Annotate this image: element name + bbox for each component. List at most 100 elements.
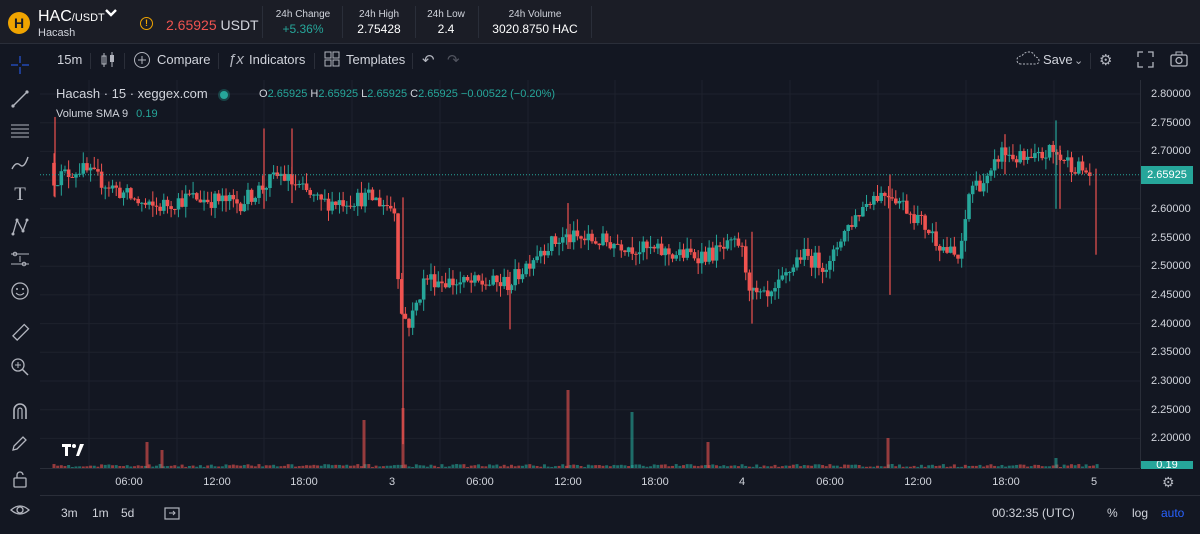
price-scale[interactable]: 2.800002.750002.700002.650002.600002.550… [1140, 80, 1200, 468]
volume-bar [583, 466, 587, 468]
symbol-selector[interactable]: HAC/USDT [38, 8, 105, 26]
volume-bar [235, 465, 239, 468]
save-chevron-down-icon[interactable]: ⌄ [1074, 55, 1084, 67]
range-1m-button[interactable]: 1m [92, 506, 109, 520]
price-label: 2.60000 [1151, 202, 1191, 215]
price-label: 2.20000 [1151, 432, 1191, 445]
camera-icon[interactable] [1170, 51, 1188, 71]
range-3m-button[interactable]: 3m [61, 506, 78, 520]
range-5d-button[interactable]: 5d [121, 506, 135, 520]
ruler-icon[interactable] [10, 323, 30, 343]
candles-icon[interactable] [100, 51, 116, 73]
candle-body [443, 283, 448, 288]
goto-date-icon[interactable] [164, 506, 180, 523]
volume-bar [641, 465, 645, 468]
compare-plus-icon[interactable] [133, 51, 151, 73]
candle-body [890, 197, 894, 199]
volume-bar [111, 465, 115, 468]
volume-bar [960, 466, 964, 468]
tradingview-logo-icon[interactable] [58, 441, 88, 461]
volume-bar [985, 465, 989, 468]
candle-body [879, 192, 883, 201]
volume-bar [828, 464, 832, 468]
zoom-in-icon[interactable] [10, 357, 30, 377]
trend-line-icon[interactable] [10, 89, 30, 109]
settings-gear-icon[interactable]: ⚙ [1099, 52, 1113, 69]
auto-toggle[interactable]: auto [1161, 506, 1185, 520]
candle-body [883, 192, 887, 196]
candle-body [703, 251, 708, 262]
candle-body [828, 261, 832, 270]
ohlc-c-label: C [410, 88, 419, 100]
undo-icon[interactable]: ↶ [422, 52, 435, 69]
volume-bar [466, 466, 470, 468]
emoji-smile-icon[interactable] [10, 281, 30, 301]
candlestick-plot[interactable] [40, 80, 1140, 468]
candle-body [872, 195, 876, 205]
candle-body [407, 318, 411, 328]
scale-settings-gear-icon[interactable]: ⚙ [1162, 474, 1175, 490]
candle-body [886, 195, 891, 198]
lock-icon[interactable] [10, 469, 30, 489]
candle-body [579, 236, 583, 239]
indicators-button[interactable]: Indicators [249, 52, 306, 67]
volume-bar [107, 464, 111, 468]
templates-button[interactable]: Templates [346, 52, 406, 67]
volume-bar [967, 465, 971, 468]
volume-bar [1033, 464, 1037, 468]
candle-body [520, 274, 525, 280]
volume-bar [919, 464, 923, 468]
volume-bar [356, 464, 360, 468]
time-scale[interactable]: 06:00 12:00 18:00 3 06:00 12:00 18:00 4 06:00 12:… [40, 468, 1140, 494]
utc-clock[interactable]: 00:32:35 (UTC) [992, 506, 1075, 520]
pattern-icon[interactable] [10, 217, 30, 237]
templates-grid-icon[interactable] [324, 51, 340, 71]
volume-bar [777, 466, 781, 468]
candle-body [366, 189, 371, 193]
candle-body [549, 236, 554, 251]
interval-button[interactable]: 15m [57, 52, 83, 67]
fullscreen-icon[interactable] [1137, 51, 1154, 72]
volume-bar [912, 465, 916, 468]
percent-toggle[interactable]: % [1107, 506, 1118, 520]
save-button[interactable]: Save [1043, 52, 1073, 67]
candle-body [432, 274, 437, 288]
volume-bar [616, 465, 620, 468]
candle-body [667, 248, 671, 255]
cloud-icon[interactable] [1016, 51, 1040, 69]
candle-body [99, 171, 104, 188]
chevron-down-icon[interactable] [104, 6, 118, 22]
candle-body [978, 180, 982, 192]
eye-icon[interactable] [10, 500, 30, 520]
indicators-fx-icon[interactable]: ƒx [228, 51, 244, 68]
info-icon[interactable]: ! [140, 17, 153, 30]
volume-bar [70, 466, 74, 468]
candle-body [96, 169, 100, 172]
volume-bar [447, 466, 451, 468]
volume-bar [242, 464, 246, 468]
magnet-icon[interactable] [10, 401, 30, 421]
candle-body [656, 243, 660, 249]
volume-bar [52, 464, 56, 468]
candle-body [575, 230, 580, 237]
horizontal-lines-icon[interactable] [10, 121, 30, 141]
volume-bar [440, 464, 444, 468]
candle-body [674, 255, 678, 259]
candle-body [1018, 151, 1023, 163]
price-chart[interactable] [40, 80, 1140, 468]
log-toggle[interactable]: log [1132, 506, 1149, 520]
crosshair-icon[interactable] [10, 55, 30, 75]
prediction-tool-icon[interactable] [10, 249, 30, 269]
compare-button[interactable]: Compare [157, 52, 211, 67]
price-label: 2.30000 [1151, 375, 1191, 387]
redo-icon[interactable]: ↷ [447, 52, 460, 69]
candle-body [330, 201, 334, 211]
volume-bar [96, 466, 100, 468]
candle-body [861, 207, 865, 217]
brush-icon[interactable] [10, 153, 30, 173]
time-label: 06:00 [115, 476, 143, 488]
volume-bar [1037, 464, 1041, 468]
candle-body [220, 195, 225, 202]
text-tool-icon[interactable]: T [14, 184, 26, 205]
lock-pencil-icon[interactable] [10, 433, 30, 453]
